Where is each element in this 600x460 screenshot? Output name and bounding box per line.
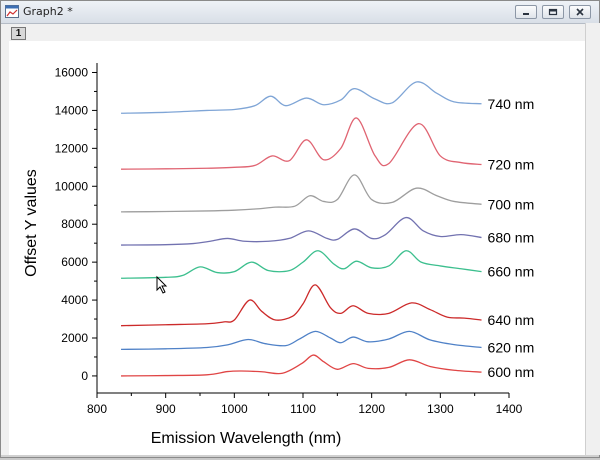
chart-axes: 800 900 1000 1100 1200 1300 140002000400060008… [55, 63, 523, 416]
title-bar[interactable]: Graph2 * [1, 1, 599, 24]
close-button[interactable] [569, 5, 591, 19]
x-tick-label: 1400 [496, 402, 523, 416]
restore-icon [548, 8, 558, 16]
window-right-frame [585, 23, 600, 455]
series-line[interactable] [121, 174, 482, 213]
x-tick-label: 1000 [221, 402, 248, 416]
series-label: 660 nm [488, 264, 535, 280]
y-tick-label: 12000 [55, 141, 89, 155]
series-line[interactable] [121, 284, 482, 327]
y-tick-label: 8000 [61, 217, 88, 231]
graph-page: 800 900 1000 1100 1200 1300 1400 0 2000 4000 6000 8… [9, 41, 585, 455]
graph-window-icon [5, 5, 19, 18]
series-line[interactable] [121, 250, 482, 279]
close-icon [576, 8, 584, 16]
series-labels: 600 nm 620 nm 640 nm 660 nm 680 nm 700 nm 720 … [488, 96, 535, 380]
x-tick-label: 1300 [427, 402, 454, 416]
series-label: 600 nm [488, 364, 535, 380]
series-label: 620 nm [488, 339, 535, 355]
series-line[interactable] [121, 354, 482, 377]
series-layer [121, 81, 482, 377]
minimize-icon [523, 13, 529, 15]
x-tick-label: 800 [87, 402, 107, 416]
series-label: 640 nm [488, 312, 535, 328]
x-tick-label: 1200 [358, 402, 385, 416]
window-title: Graph2 * [23, 5, 73, 18]
series-label: 720 nm [488, 156, 535, 172]
series-line[interactable] [121, 330, 482, 351]
y-tick-label: 6000 [61, 255, 88, 269]
series-line[interactable] [121, 81, 482, 114]
x-tick-label: 900 [156, 402, 176, 416]
restore-button[interactable] [542, 5, 564, 19]
series-label: 700 nm [488, 196, 535, 212]
x-axis-label: Emission Wavelength (nm) [151, 430, 342, 447]
series-line[interactable] [121, 216, 482, 246]
x-tick-label: 1100 [290, 402, 316, 416]
y-axis-label: Offset Y values [23, 169, 40, 277]
minimize-button[interactable] [515, 5, 537, 19]
series-label: 740 nm [488, 96, 535, 112]
series-line[interactable] [121, 117, 482, 170]
y-tick-label: 0 [81, 369, 88, 383]
y-tick-label: 4000 [61, 293, 88, 307]
y-tick-label: 10000 [55, 179, 89, 193]
layer-tab[interactable]: 1 [11, 27, 26, 40]
series-label: 680 nm [488, 229, 535, 245]
y-tick-label: 14000 [55, 103, 89, 117]
line-chart[interactable]: 800 900 1000 1100 1200 1300 140002000400060008… [9, 41, 585, 455]
y-tick-label: 16000 [55, 65, 89, 79]
mouse-cursor-icon [156, 275, 168, 294]
y-tick-label: 2000 [61, 331, 88, 345]
window-bottom-frame [1, 455, 599, 457]
